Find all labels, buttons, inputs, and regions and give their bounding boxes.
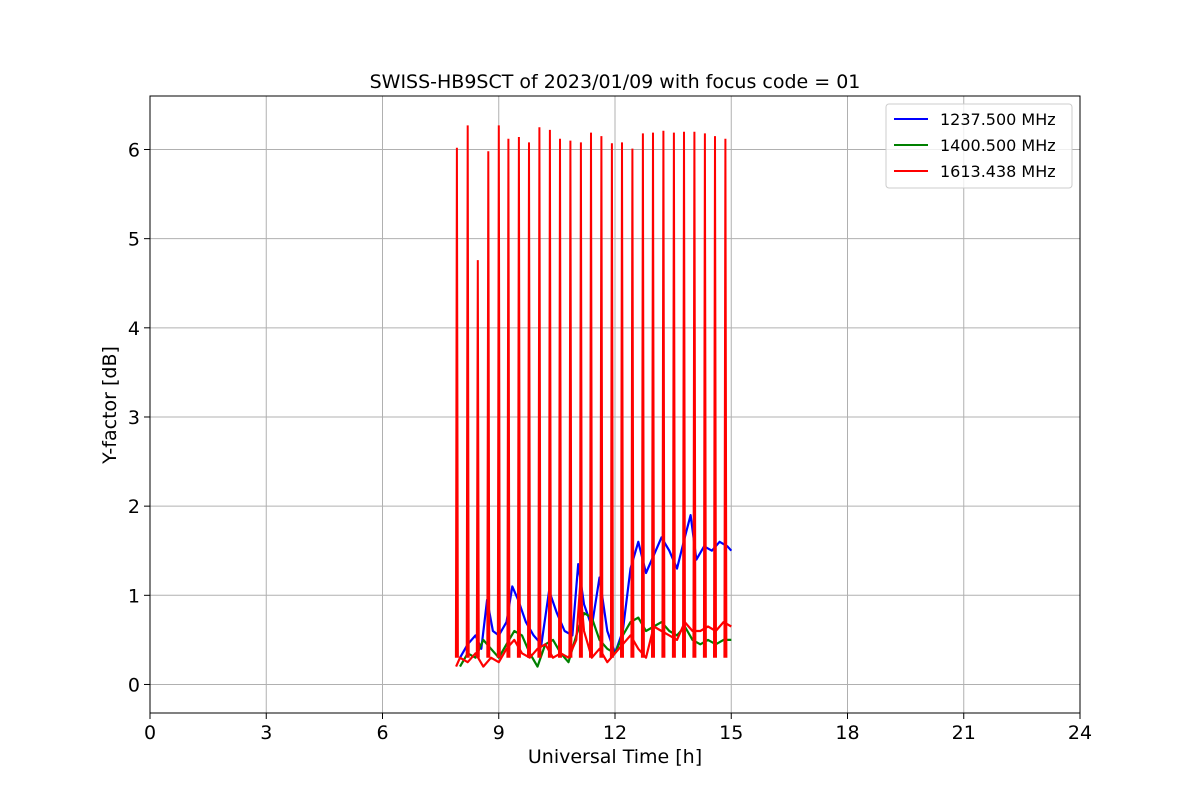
y-tick-label: 6 (128, 139, 140, 161)
series-spike (475, 260, 480, 658)
x-axis-label: Universal Time [h] (528, 746, 702, 768)
series-spike (671, 132, 676, 658)
series-spike (609, 143, 614, 658)
series-spike (620, 142, 624, 658)
legend-label: 1400.500 MHz (940, 136, 1056, 155)
y-tick-label: 3 (128, 407, 140, 429)
series-line (459, 612, 732, 668)
series-3 (454, 125, 732, 668)
series-layer (454, 125, 733, 668)
x-tick-label: 0 (144, 722, 156, 744)
series-spike (723, 138, 728, 658)
series-spike (702, 133, 707, 658)
legend-box (885, 103, 1073, 189)
x-tick-label: 21 (952, 722, 976, 744)
series-spike (558, 138, 562, 658)
series-spike (661, 130, 666, 658)
series-spike (486, 151, 491, 658)
series-2 (459, 612, 732, 668)
legend-label: 1237.500 MHz (940, 110, 1056, 129)
series-spike (599, 136, 604, 658)
series-spike (527, 142, 531, 658)
legend-label: 1613.438 MHz (940, 162, 1056, 181)
series-spike (547, 129, 552, 658)
x-tick-label: 12 (603, 722, 627, 744)
series-spike (589, 132, 593, 658)
series-spike (692, 131, 697, 658)
chart-title: SWISS-HB9SCT of 2023/01/09 with focus co… (370, 71, 861, 93)
y-tick-label: 0 (128, 674, 140, 696)
series-spike (640, 133, 645, 658)
y-tick-label: 5 (128, 229, 140, 251)
series-spike (465, 125, 470, 658)
y-tick-label: 4 (128, 318, 140, 340)
series-spike (568, 140, 573, 658)
x-tick-label: 24 (1068, 722, 1092, 744)
series-spike (516, 136, 521, 658)
series-spike (682, 131, 686, 658)
series-spike (496, 125, 501, 658)
series-spike (651, 132, 655, 658)
y-tick-label: 1 (128, 585, 140, 607)
series-spike (578, 142, 583, 658)
series-spike (537, 127, 542, 658)
y-tick-label: 2 (128, 496, 140, 518)
legend: 1237.500 MHz 1400.500 MHz 1613.438 MHz (885, 103, 1073, 189)
series-spike (506, 138, 511, 658)
x-tick-label: 18 (835, 722, 859, 744)
x-tick-label: 6 (376, 722, 388, 744)
series-spike (454, 147, 459, 658)
x-tick-label: 9 (493, 722, 505, 744)
series-spike (713, 136, 717, 658)
x-tick-label: 3 (260, 722, 272, 744)
x-tick-label: 15 (719, 722, 743, 744)
series-spike (630, 148, 635, 658)
y-axis-label: Y-factor [dB] (99, 346, 121, 465)
